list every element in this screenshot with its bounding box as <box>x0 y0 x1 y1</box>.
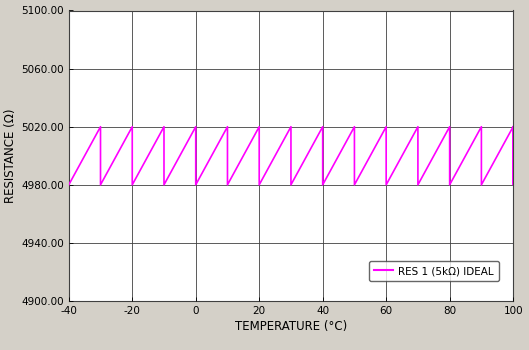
Legend: RES 1 (5kΩ) IDEAL: RES 1 (5kΩ) IDEAL <box>369 261 499 281</box>
Y-axis label: RESISTANCE (Ω): RESISTANCE (Ω) <box>4 108 17 203</box>
X-axis label: TEMPERATURE (°C): TEMPERATURE (°C) <box>235 320 347 333</box>
